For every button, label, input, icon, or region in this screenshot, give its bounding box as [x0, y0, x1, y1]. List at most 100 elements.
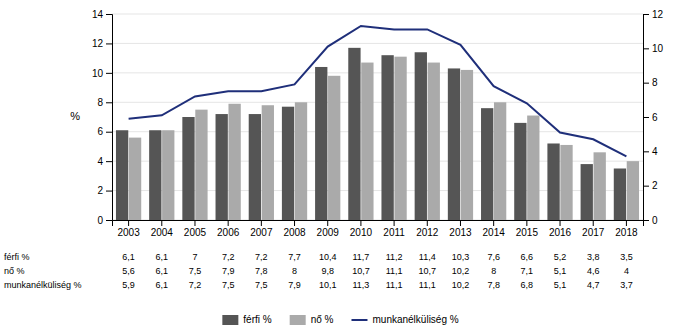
- tick: 4: [643, 146, 658, 157]
- bar: [328, 76, 340, 220]
- table-cell: 7,2: [189, 280, 202, 290]
- bar: [581, 164, 593, 220]
- tick-label: 8: [97, 97, 103, 108]
- tick-label: 2008: [283, 227, 306, 238]
- table-cell: 7,7: [288, 252, 301, 262]
- tick-mark: [228, 220, 229, 226]
- tick: 2010: [350, 220, 373, 238]
- y-axis-title: %: [70, 110, 80, 122]
- table-cell: 11,1: [386, 266, 403, 276]
- table-cell: 5,2: [554, 252, 567, 262]
- bar: [514, 123, 526, 220]
- tick-mark: [106, 43, 112, 44]
- tick: 2014: [483, 220, 506, 238]
- bar: [448, 68, 460, 220]
- tick-mark: [526, 220, 527, 226]
- tick: 10: [92, 68, 112, 79]
- table-cell: 7,9: [288, 280, 301, 290]
- bar: [627, 161, 639, 220]
- table-cell: 6,8: [521, 280, 534, 290]
- table-cell: 11,4: [419, 252, 436, 262]
- table-cell: 6,1: [156, 266, 169, 276]
- table-cell: 7,2: [222, 252, 235, 262]
- bar: [116, 130, 128, 220]
- tick-mark: [643, 220, 649, 221]
- axis-line: [644, 15, 650, 221]
- bar: [228, 104, 240, 220]
- data-table: férfi %6,16,177,27,27,710,411,711,211,41…: [4, 252, 633, 290]
- table-row-label: nő %: [4, 266, 25, 276]
- bar: [149, 130, 161, 220]
- table-cell: 7,6: [487, 252, 500, 262]
- bar-series: [129, 57, 639, 220]
- tick-mark: [643, 151, 649, 152]
- legend-label: munkanélküliség %: [372, 314, 458, 325]
- bar-series: [116, 48, 626, 220]
- table-cell: 7,8: [255, 266, 268, 276]
- tick-label: 6: [652, 112, 658, 123]
- tick-label: 14: [92, 9, 104, 20]
- tick: 2009: [317, 220, 340, 238]
- bar: [481, 108, 493, 220]
- grid-line: [112, 72, 643, 73]
- legend-swatch: [351, 319, 367, 321]
- tick-label: 2013: [449, 227, 472, 238]
- tick-mark: [394, 220, 395, 226]
- tick-mark: [106, 14, 112, 15]
- tick: 10: [643, 43, 664, 54]
- tick-label: 2016: [549, 227, 572, 238]
- tick: 2011: [383, 220, 405, 238]
- table-cell: 5,1: [554, 280, 567, 290]
- tick: 6: [97, 126, 112, 137]
- table-cell: 6,1: [156, 252, 169, 262]
- table-cell: 7,8: [487, 280, 500, 290]
- tick-mark: [643, 117, 649, 118]
- tick: 12: [92, 38, 112, 49]
- table-cell: 3,7: [620, 280, 633, 290]
- y2-axis: 024681012: [643, 9, 664, 226]
- table-cell: 6,6: [521, 252, 534, 262]
- bar: [195, 110, 207, 220]
- tick: 2017: [582, 220, 605, 238]
- bar: [494, 102, 506, 220]
- grid-line: [112, 102, 643, 103]
- plot: 2003200420052006200720082009201020112012…: [70, 9, 663, 238]
- tick-mark: [643, 48, 649, 49]
- tick-label: 10: [652, 43, 664, 54]
- tick-mark: [106, 102, 112, 103]
- table-row-label: munkanélküliség %: [4, 280, 82, 290]
- bar: [216, 114, 228, 220]
- legend-item: nő %: [290, 314, 334, 325]
- table-cell: 3,8: [587, 252, 600, 262]
- bar: [361, 63, 373, 220]
- tick: 2: [97, 185, 112, 196]
- tick: 2003: [117, 220, 140, 238]
- tick-label: 4: [652, 146, 658, 157]
- bar: [262, 105, 274, 220]
- tick: 0: [643, 215, 658, 226]
- tick-label: 2006: [217, 227, 240, 238]
- table-cell: 7,5: [222, 280, 235, 290]
- table-cell: 5,6: [122, 266, 135, 276]
- table-cell: 9,8: [321, 266, 334, 276]
- bar: [394, 57, 406, 220]
- legend-item: munkanélküliség %: [351, 314, 458, 325]
- tick-label: 2005: [184, 227, 207, 238]
- bar: [381, 55, 393, 220]
- tick-mark: [360, 220, 361, 226]
- legend-label: nő %: [311, 314, 334, 325]
- tick-mark: [106, 132, 112, 133]
- bar: [428, 63, 440, 220]
- table-cell: 7,5: [189, 266, 202, 276]
- grid: [112, 14, 643, 220]
- legend: férfi % nő % munkanélküliség %: [222, 314, 458, 325]
- legend-item: férfi %: [222, 314, 271, 325]
- bar: [282, 107, 294, 220]
- bar: [415, 52, 427, 220]
- tick-label: 2015: [516, 227, 539, 238]
- tick-mark: [643, 83, 649, 84]
- tick-mark: [128, 220, 129, 226]
- tick: 6: [643, 112, 658, 123]
- legend-label: férfi %: [243, 314, 271, 325]
- bar: [560, 145, 572, 220]
